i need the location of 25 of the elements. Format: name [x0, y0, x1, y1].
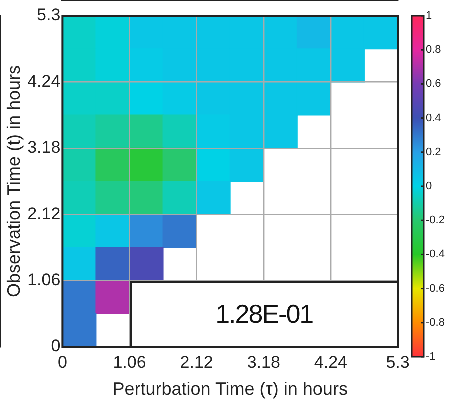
color-bar-label: 0.4	[426, 112, 442, 124]
x-tick-label: 2.12	[180, 352, 214, 372]
y-tick-label: 4.24	[28, 72, 61, 91]
x-tick-label: 4.24	[314, 352, 348, 372]
color-bar-label: -0.6	[426, 282, 445, 295]
color-bar-label: -0.8	[426, 316, 445, 329]
color-bar-label: 1	[426, 10, 432, 22]
color-bar-label: -0.2	[426, 214, 445, 227]
y-tick-label: 3.18	[28, 138, 61, 158]
y-axis-title: Observation Time (t) in hours	[4, 65, 24, 298]
y-tick-label: 0	[51, 336, 61, 356]
color-bar-label: -1	[426, 351, 436, 364]
color-bar-label: 0.8	[426, 44, 442, 56]
y-tick-label: 2.12	[28, 204, 61, 224]
x-axis-title: Perturbation Time (τ) in hours	[112, 379, 348, 400]
label-box: 1.28E-01	[130, 280, 399, 348]
x-tick-label: 5.3	[386, 352, 410, 372]
y-tick-label: 5.3	[37, 6, 61, 25]
color-bar-label: 0.2	[426, 146, 442, 158]
color-bar-label: 0.6	[426, 78, 442, 90]
color-bar-label: 0	[426, 180, 432, 193]
color-bar-label: -0.4	[426, 248, 445, 261]
x-tick-label: 1.06	[113, 352, 146, 372]
x-tick-label: 3.18	[247, 352, 280, 372]
y-tick-label: 1.06	[28, 270, 61, 290]
